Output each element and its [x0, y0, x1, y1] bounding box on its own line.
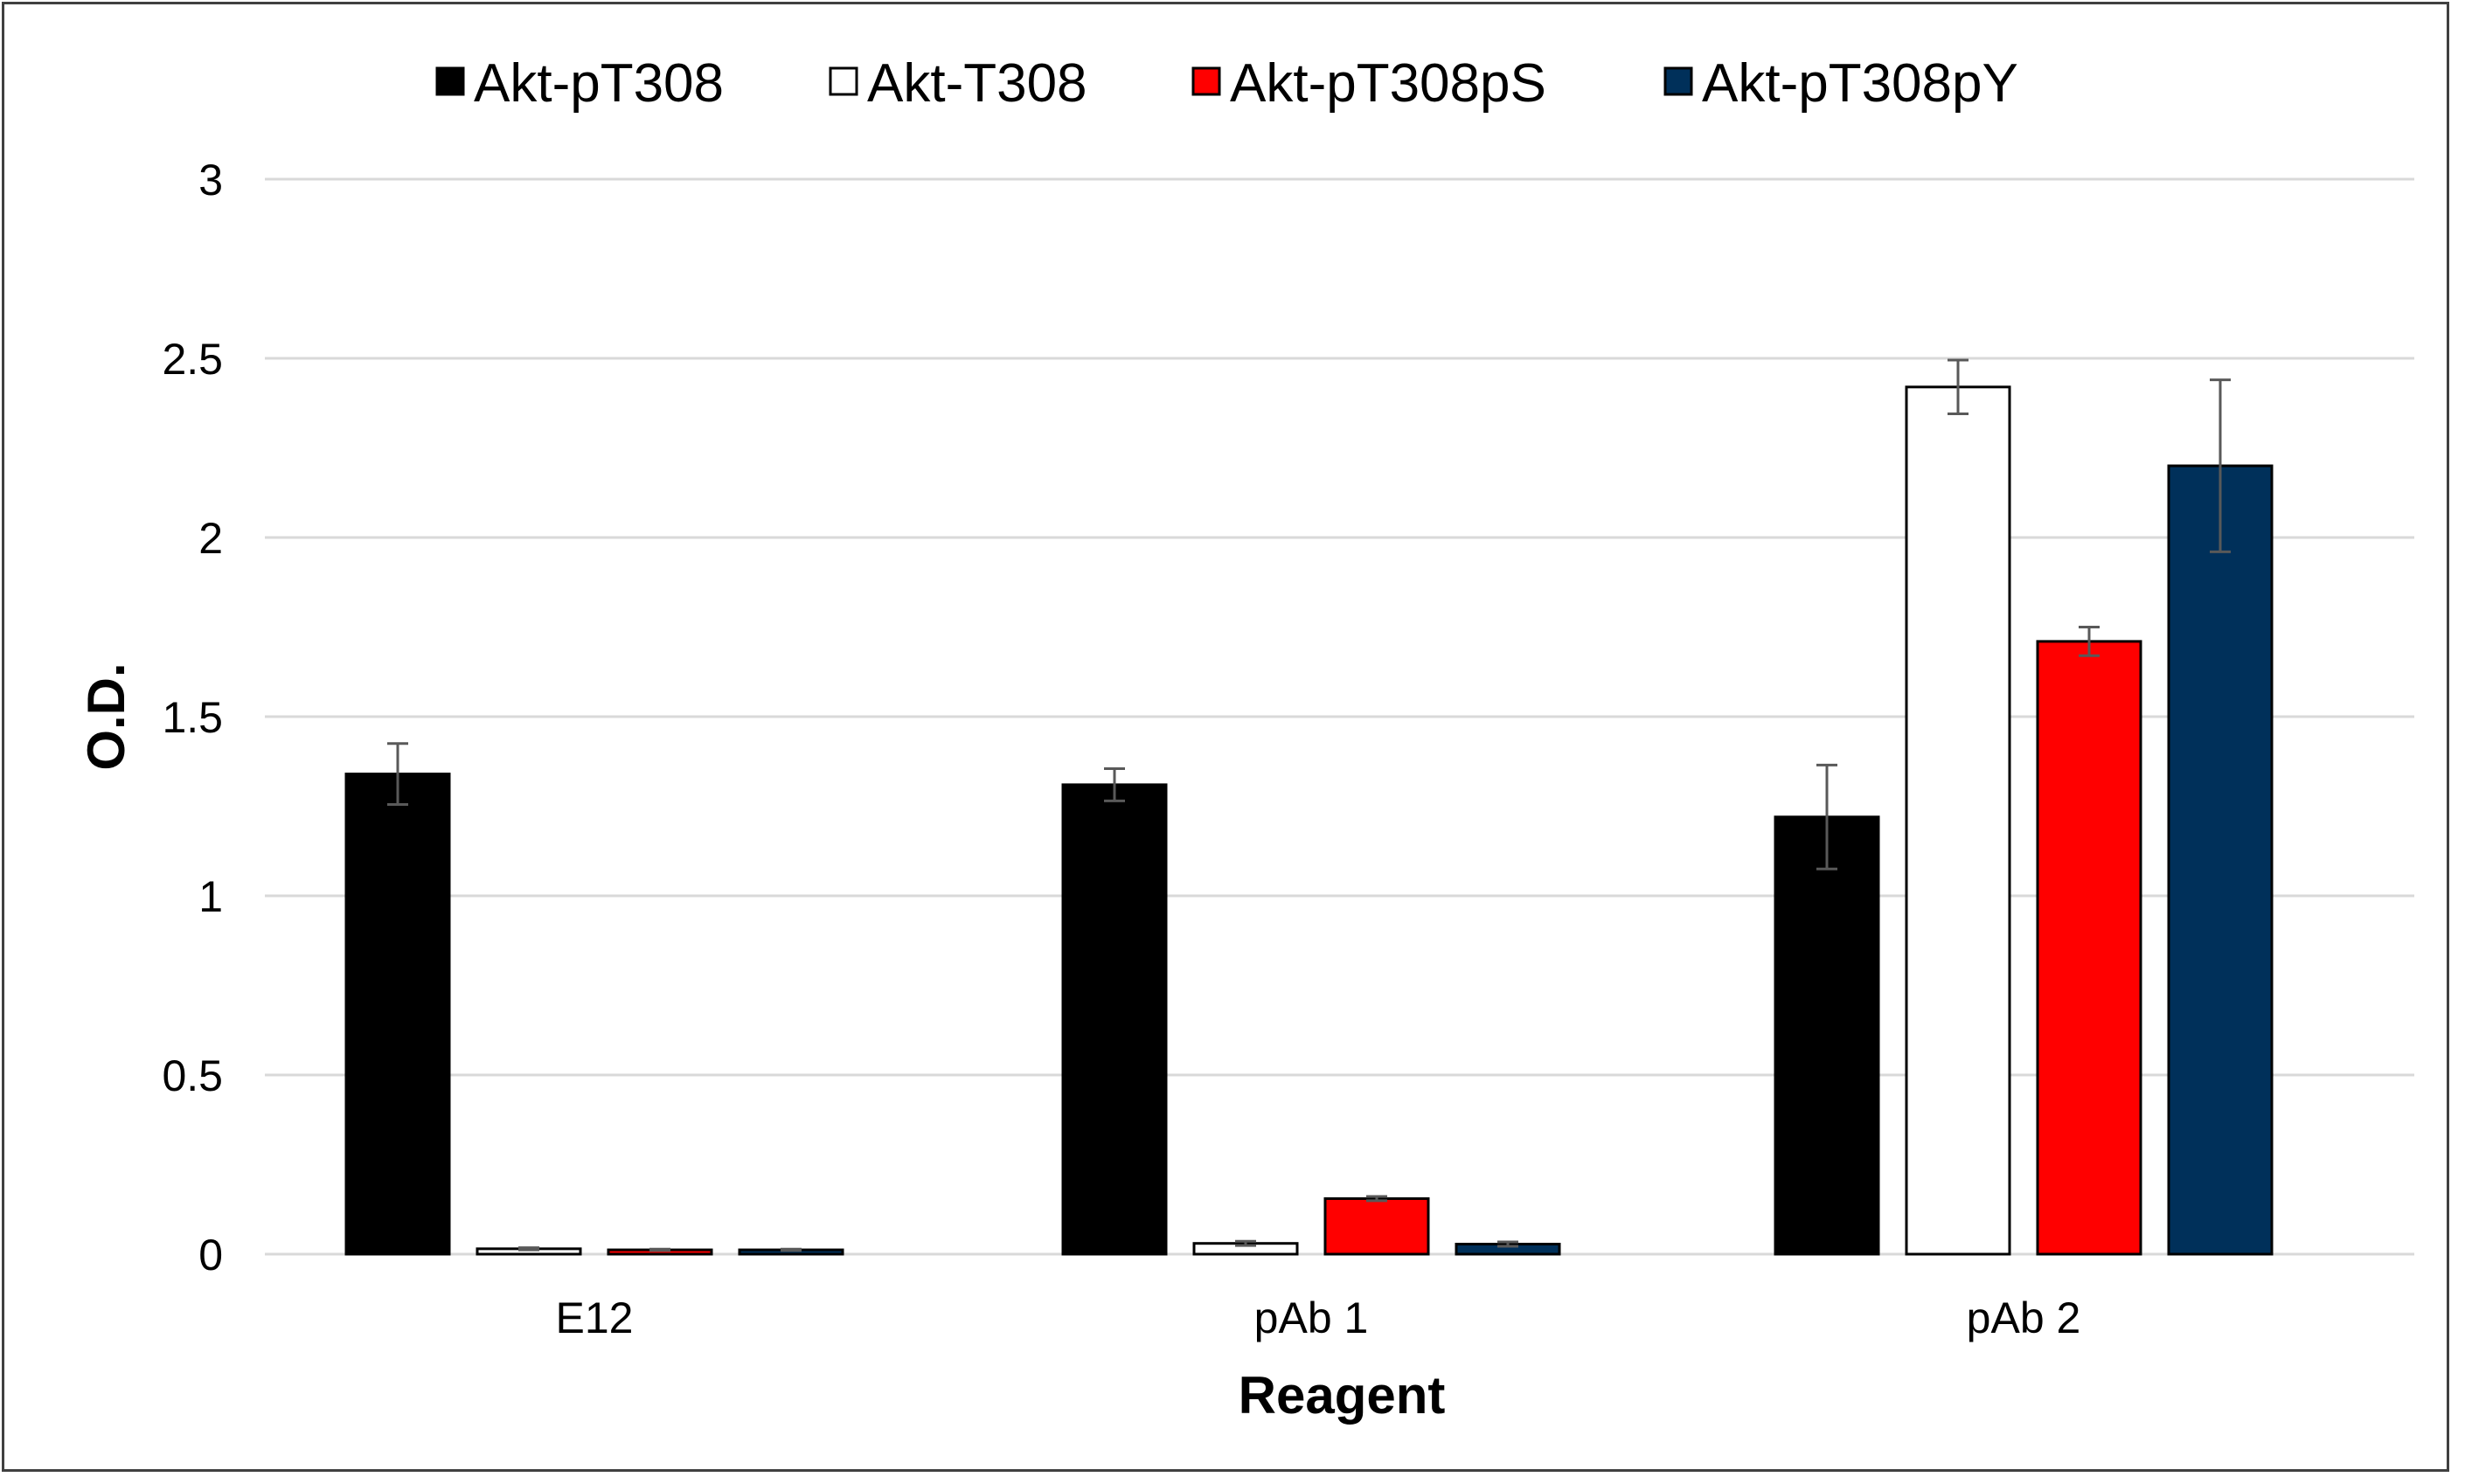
y-tick-label: 2.5 — [162, 335, 223, 384]
legend-swatch — [829, 66, 858, 96]
legend-label: Akt-pT308pS — [1230, 53, 1546, 114]
error-bars — [387, 358, 2231, 1252]
legend-label: Akt-pT308 — [474, 53, 724, 114]
bar — [1774, 815, 1880, 1256]
bar — [2167, 464, 2274, 1256]
y-tick-label: 3 — [198, 156, 223, 205]
legend-swatch — [1191, 66, 1221, 96]
gridlines — [265, 177, 2414, 1256]
y-tick-labels: 0 0.5 1 1.5 2 2.5 3 — [162, 156, 223, 1279]
y-tick-label: 0.5 — [162, 1051, 223, 1100]
legend-swatch — [435, 66, 465, 96]
x-tick-label: pAb 1 — [1254, 1293, 1369, 1342]
bar — [344, 773, 451, 1256]
y-tick-label: 2 — [198, 514, 223, 563]
y-tick-label: 1 — [198, 872, 223, 921]
bar — [1061, 783, 1168, 1256]
legend: Akt-pT308 Akt-T308 Akt-pT308pS Akt-pT308pY — [435, 53, 2018, 114]
y-axis-title: O.D. — [77, 662, 135, 770]
y-tick-label: 0 — [198, 1231, 223, 1279]
legend-swatch — [1663, 66, 1693, 96]
legend-label: Akt-T308 — [867, 53, 1087, 114]
bars — [344, 385, 2274, 1256]
legend-label: Akt-pT308pY — [1702, 53, 2018, 114]
y-tick-label: 1.5 — [162, 693, 223, 742]
bar-chart: 00.511.522.53 E12 pAb 1 pAb 2 Akt-pT308 Akt… — [77, 53, 2414, 1425]
x-tick-label: pAb 2 — [1967, 1293, 2081, 1342]
x-tick-label: E12 — [556, 1293, 634, 1342]
bar — [2036, 640, 2142, 1256]
bar — [1323, 1196, 1430, 1256]
bar — [1905, 385, 2011, 1256]
x-axis-title: Reagent — [1239, 1366, 1446, 1425]
x-tick-labels: E12 pAb 1 pAb 2 — [556, 1293, 2081, 1342]
